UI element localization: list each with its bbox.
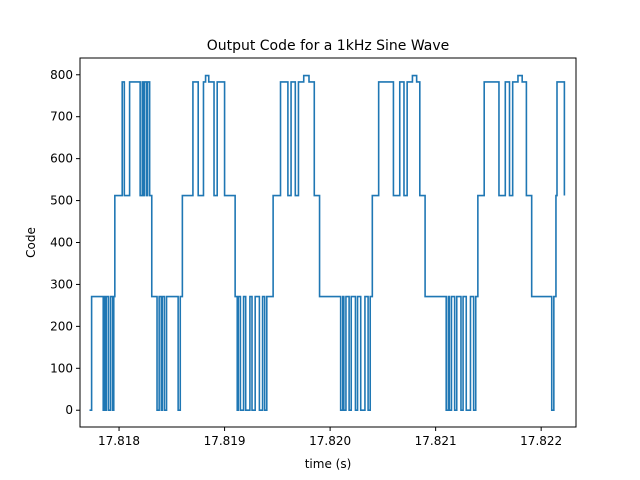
chart-title: Output Code for a 1kHz Sine Wave — [207, 38, 450, 54]
y-tick-label: 700 — [50, 110, 73, 124]
y-axis-label: Code — [24, 227, 38, 258]
plot-area — [89, 74, 566, 412]
y-tick-label: 300 — [50, 277, 73, 291]
y-tick-label: 200 — [50, 319, 73, 333]
y-tick-label: 400 — [50, 236, 73, 250]
x-tick-label: 17.822 — [520, 434, 562, 448]
y-tick-label: 600 — [50, 152, 73, 166]
y-tick-label: 0 — [65, 403, 73, 417]
y-tick-label: 100 — [50, 361, 73, 375]
y-tick-label: 800 — [50, 68, 73, 82]
x-tick-label: 17.818 — [98, 434, 140, 448]
series-line — [89, 74, 566, 412]
x-axis-label: time (s) — [305, 457, 352, 471]
y-tick-label: 500 — [50, 194, 73, 208]
x-tick-label: 17.821 — [415, 434, 457, 448]
y-axis: 0 100 200 300 400 500 600 700 800 — [50, 68, 80, 417]
x-axis: 17.818 17.819 17.820 17.821 17.822 — [98, 427, 562, 448]
x-tick-label: 17.820 — [309, 434, 351, 448]
x-tick-label: 17.819 — [204, 434, 246, 448]
